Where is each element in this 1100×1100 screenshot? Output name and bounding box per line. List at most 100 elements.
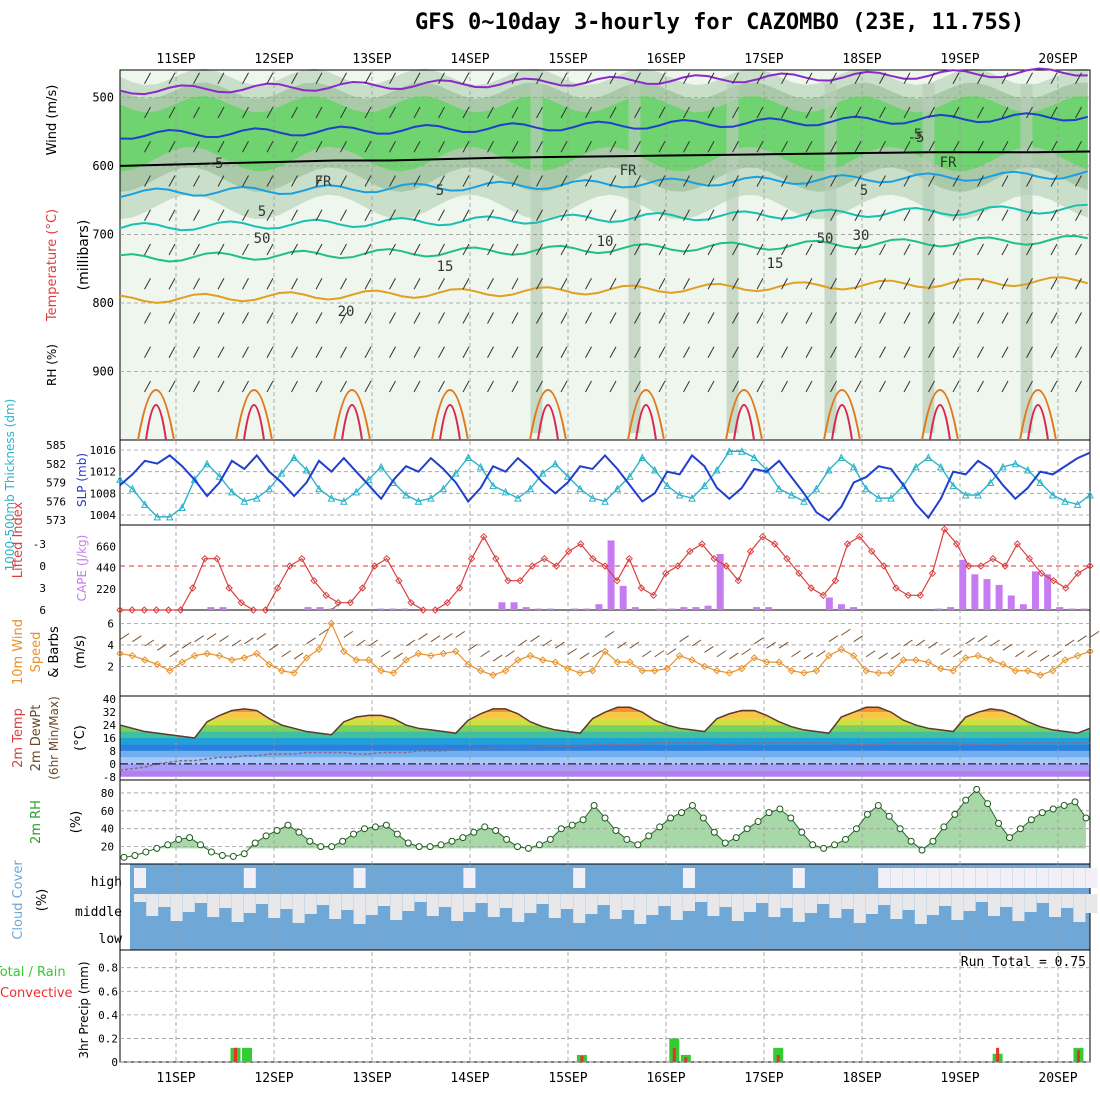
rh-point <box>874 801 882 809</box>
thickness-point <box>675 490 684 499</box>
thickness-point <box>936 462 945 471</box>
lifted-index-point <box>443 598 452 607</box>
hot-contour <box>1027 404 1049 441</box>
wind-barb <box>438 175 445 187</box>
rh-point <box>678 809 686 817</box>
cloud-row-label: middle <box>75 905 122 920</box>
rh-point <box>1005 834 1013 842</box>
wind-speed-point <box>240 654 249 662</box>
surface-wind-barb <box>965 637 975 645</box>
temp-band <box>120 707 1090 713</box>
wind-barb <box>781 72 788 84</box>
wind-speed-point <box>427 651 435 660</box>
cape-bar <box>971 574 979 610</box>
wind-barb <box>585 346 592 359</box>
wind-barb <box>977 106 984 119</box>
wind-barb <box>781 380 788 393</box>
rh-point <box>295 828 303 836</box>
wind-barb <box>977 140 984 153</box>
surface-wind-barb <box>306 637 316 645</box>
wind-speed-point <box>1073 651 1082 660</box>
wind-barb <box>830 346 837 359</box>
cloud-middle-cell <box>146 894 159 916</box>
wind-speed-point <box>178 658 186 666</box>
wind-barb <box>756 209 764 221</box>
precip-total-bar <box>242 1047 253 1062</box>
surface-wind-barb <box>741 648 752 656</box>
rh-point <box>382 821 390 829</box>
ylabel-wind: Wind (m/s) <box>45 85 60 156</box>
cloud-middle-cell <box>402 894 415 911</box>
lifted-index-point <box>467 554 476 563</box>
cloud-middle-cell <box>317 894 329 905</box>
lifted-index-point <box>164 606 173 614</box>
wind-barb <box>389 346 396 359</box>
wind-barb <box>1001 106 1009 119</box>
thickness-ytick-label: 573 <box>46 514 66 527</box>
wind-barb <box>291 175 298 187</box>
rh-point <box>688 801 696 809</box>
lifted-index-point <box>237 598 245 607</box>
wind-barb <box>585 106 592 119</box>
wind-speed-point <box>302 654 311 662</box>
wind-barb <box>854 72 862 84</box>
rh-point <box>350 830 358 838</box>
cape-bar <box>959 559 967 610</box>
cloud-high-cell <box>573 868 586 888</box>
surface-wind-barb <box>1002 643 1013 651</box>
wind-barb <box>879 243 886 256</box>
surface-wind-barb <box>480 650 490 658</box>
wind-ytick-label: 6 <box>107 617 114 630</box>
cloud-middle-cell <box>963 894 976 911</box>
thickness-point <box>1061 497 1069 505</box>
wind-speed-point <box>613 658 622 666</box>
wind-barb <box>193 278 200 290</box>
cloud-high-cell <box>134 868 146 888</box>
rh-point <box>207 848 215 856</box>
lifted-index-point <box>637 584 646 592</box>
wind-barb <box>1001 312 1009 324</box>
wind-barb <box>511 243 519 256</box>
cloud-middle-cell <box>548 894 561 918</box>
wind-barb <box>683 346 690 359</box>
surface-wind-barb <box>256 633 267 640</box>
wind-speed-point <box>414 649 423 658</box>
temp-ytick-label: 24 <box>103 719 117 732</box>
rh-point <box>1016 825 1024 833</box>
wind-speed-point <box>389 669 398 677</box>
cloud-middle-cell <box>622 894 634 910</box>
thickness-point <box>986 478 995 486</box>
thickness-point <box>874 494 883 502</box>
thickness-point <box>1024 465 1032 474</box>
rh-point <box>153 844 161 852</box>
cloud-middle-cell <box>243 894 256 913</box>
wind-barb <box>217 346 225 359</box>
thickness-point <box>315 484 323 493</box>
ylabel-temp-unit: (°C) <box>73 725 88 751</box>
wind-barb <box>487 175 494 187</box>
cape-bar <box>947 607 955 610</box>
rh-point <box>328 843 336 851</box>
wind-barb <box>144 312 151 324</box>
temp-ytick-label: 40 <box>103 693 116 706</box>
wind-barb <box>707 72 715 84</box>
wind-barb <box>634 243 641 256</box>
bottom-date-label: 11SEP <box>156 1071 195 1086</box>
temp-band <box>120 712 1090 719</box>
temp-line <box>119 706 1091 739</box>
cape-bar <box>522 607 530 610</box>
slp-line <box>119 451 1091 522</box>
wind-barb <box>781 312 788 324</box>
hot-contour <box>929 404 951 441</box>
wind-barb <box>266 175 274 187</box>
wind-barb <box>805 380 813 393</box>
contour-label: 10 <box>597 234 614 250</box>
wind-barb <box>217 312 225 324</box>
lifted-index-point <box>310 576 318 585</box>
surface-wind-barb <box>517 639 528 647</box>
wind-barb <box>462 278 470 290</box>
wind-speed-point <box>762 658 771 666</box>
wind-barb <box>634 209 641 221</box>
wind-barb <box>217 380 225 393</box>
surface-wind-barb <box>579 652 590 660</box>
